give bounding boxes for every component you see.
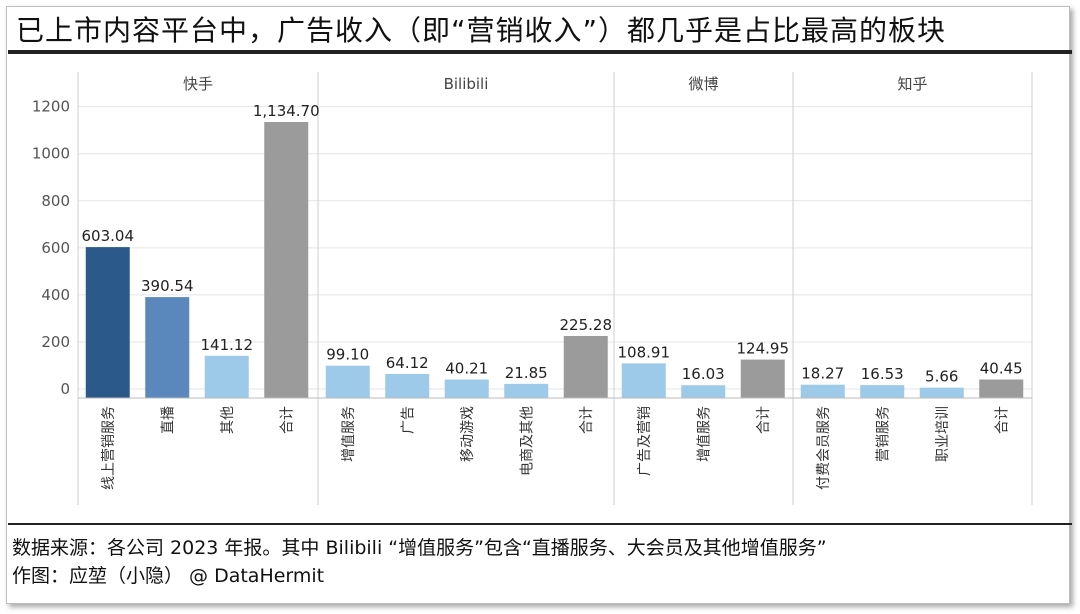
bar: [145, 297, 190, 398]
bar: [264, 122, 309, 398]
bar: [860, 385, 905, 398]
title-rule: [8, 50, 1072, 54]
value-label: 40.21: [445, 360, 488, 378]
category-label: 增值服务: [341, 406, 357, 462]
value-label: 603.04: [82, 227, 135, 245]
y-tick-label: 400: [41, 286, 70, 304]
panel-title: 快手: [183, 75, 213, 93]
category-label: 广告及营销: [637, 406, 653, 476]
author-credit: 作图：应堃（小隐） @ DataHermit: [12, 565, 325, 587]
y-tick-label: 200: [41, 333, 70, 351]
y-tick-label: 800: [41, 192, 70, 210]
bar: [621, 363, 666, 398]
y-tick-label: 600: [41, 239, 70, 257]
panel-title: 微博: [688, 75, 718, 93]
category-label: 付费会员服务: [816, 406, 832, 490]
panel-title: 知乎: [897, 75, 927, 93]
value-label: 16.53: [861, 365, 904, 383]
category-label: 直播: [159, 406, 176, 434]
value-label: 108.91: [618, 343, 671, 361]
bar: [740, 359, 785, 398]
value-label: 40.45: [980, 359, 1023, 377]
bar: [563, 335, 608, 398]
category-label: 线上营销服务: [101, 406, 117, 490]
bar: [681, 385, 726, 398]
value-label: 16.03: [682, 365, 725, 383]
bar: [325, 365, 370, 398]
chart-title: 已上市内容平台中，广告收入（即“营销收入”）都几乎是占比最高的板块: [16, 14, 947, 47]
data-source-note: 数据来源：各公司 2023 年报。其中 Bilibili “增值服务”包含“直播…: [12, 537, 827, 559]
value-label: 225.28: [560, 316, 613, 334]
value-label: 390.54: [141, 277, 194, 295]
value-label: 124.95: [737, 340, 790, 358]
category-label: 职业培训: [935, 406, 951, 462]
value-label: 1,134.70: [253, 102, 320, 120]
category-label: 广告: [400, 406, 416, 434]
bar: [85, 247, 130, 398]
value-label: 64.12: [386, 354, 429, 372]
y-tick-label: 0: [60, 380, 70, 398]
y-tick-label: 1200: [32, 98, 70, 116]
category-label: 电商及其他: [519, 406, 535, 476]
value-label: 18.27: [801, 365, 844, 383]
footer-rule: [8, 523, 1072, 525]
category-label: 其他: [220, 406, 236, 434]
value-label: 21.85: [505, 364, 548, 382]
bar: [979, 379, 1024, 398]
value-label: 5.66: [925, 368, 958, 386]
category-label: 移动游戏: [460, 406, 476, 462]
value-label: 141.12: [201, 336, 254, 354]
faceted-bar-chart: 0 200 400 600 800 1000 1200 快手 603.04 线上营销服务 390.5…: [32, 72, 1033, 505]
bar: [800, 384, 845, 398]
category-label: 合计: [279, 406, 295, 434]
y-tick-label: 1000: [32, 145, 70, 163]
category-label: 增值服务: [696, 406, 712, 462]
category-label: 合计: [579, 406, 595, 434]
category-label: 合计: [756, 406, 772, 434]
bar: [919, 387, 964, 398]
bar: [385, 373, 430, 398]
bar: [444, 379, 489, 398]
category-label: 合计: [994, 406, 1010, 434]
value-label: 99.10: [326, 346, 369, 364]
bar: [204, 355, 249, 398]
bar: [504, 383, 549, 398]
panel-title: Bilibili: [444, 75, 489, 93]
category-label: 营销服务: [875, 406, 891, 462]
